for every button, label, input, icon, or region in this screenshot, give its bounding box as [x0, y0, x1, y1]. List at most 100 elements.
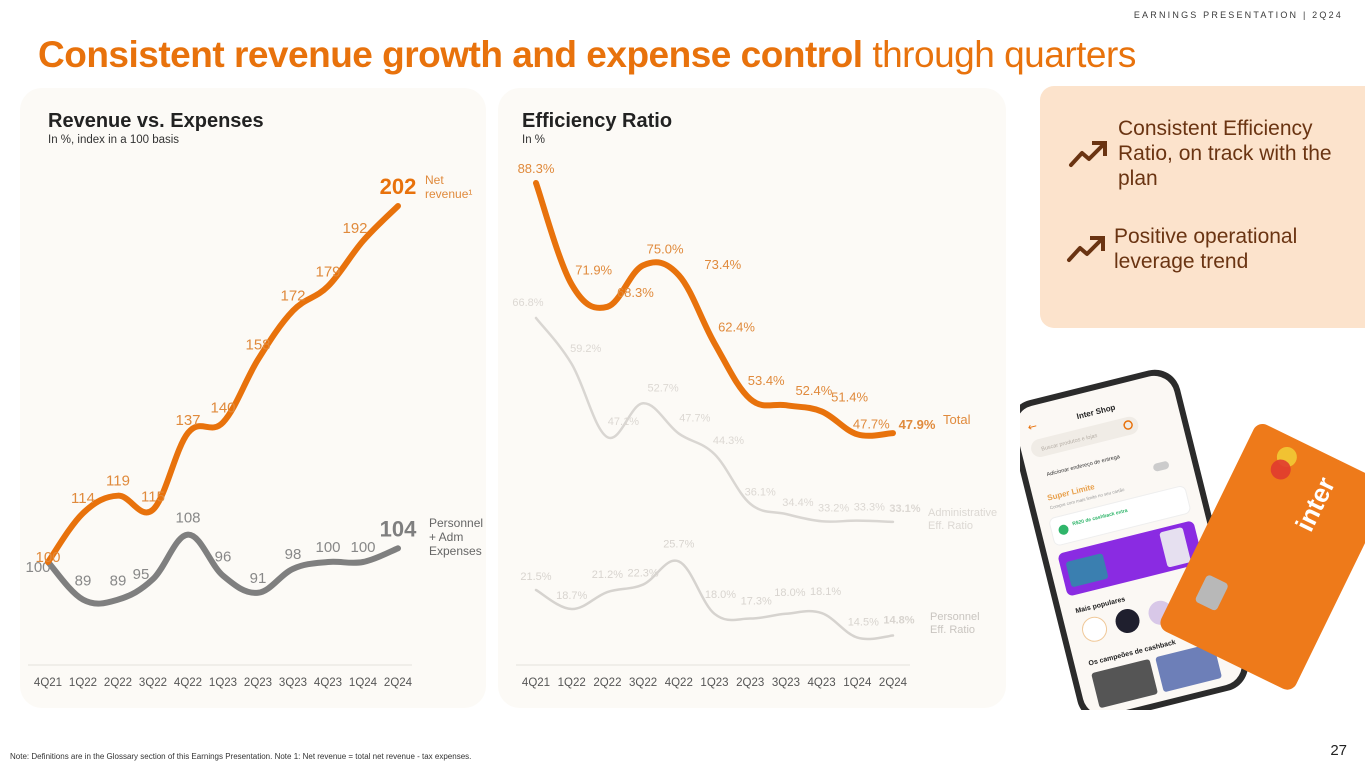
total-data-label: 88.3%: [518, 161, 555, 176]
search-icon: [1123, 420, 1133, 430]
phone-banner-product: [1159, 527, 1191, 568]
admin-line: [534, 316, 895, 524]
personnel-data-label: 22.3%: [627, 568, 658, 580]
x-tick-label: 4Q21: [34, 677, 62, 689]
personnel-data-label: 17.3%: [741, 596, 772, 608]
revenue-data-label: 179: [315, 263, 340, 280]
expense-data-label: 100: [350, 539, 375, 556]
inter-card: [1160, 423, 1365, 690]
x-tick-label: 3Q22: [139, 677, 167, 689]
revenue-line: [45, 203, 401, 565]
revenue-data-label: 100: [35, 549, 60, 566]
revenue-chart-subtitle: In %, index in a 100 basis: [48, 134, 180, 146]
phone-banner-image: [1066, 553, 1108, 587]
product-image: [1155, 643, 1222, 692]
total-data-label: 52.4%: [795, 383, 832, 398]
expense-data-label: 89: [110, 573, 127, 590]
x-tick-label: 1Q24: [843, 677, 872, 689]
x-tick-label: 1Q24: [349, 677, 378, 689]
expense-data-label: 104: [380, 516, 417, 541]
revenue-data-label: 158: [245, 337, 270, 354]
expense-data-label: 100: [25, 559, 50, 576]
highlight-line: Consistent Efficiency: [1118, 117, 1313, 140]
x-tick-label: 2Q24: [879, 677, 908, 689]
legend-total: Total: [943, 412, 971, 427]
total-data-label: 62.4%: [718, 319, 755, 334]
legend-expenses: Personnel: [429, 516, 483, 530]
x-tick-label: 3Q23: [279, 677, 307, 689]
x-tick-label: 2Q23: [244, 677, 272, 689]
x-tick-label: 4Q23: [314, 677, 342, 689]
x-tick-label: 4Q21: [522, 677, 550, 689]
highlight-line: leverage trend: [1114, 250, 1249, 273]
x-tick-label: 4Q22: [174, 677, 202, 689]
x-tick-label: 2Q23: [736, 677, 764, 689]
admin-data-label: 47.1%: [608, 416, 639, 428]
efficiency-chart-title: Efficiency Ratio: [522, 110, 673, 132]
total-line: [533, 180, 896, 439]
revenue-data-label: 137: [175, 412, 200, 429]
revenue-data-label: 119: [106, 473, 130, 490]
expense-data-label: 91: [250, 570, 267, 587]
product-image: [1091, 659, 1158, 708]
total-data-label: 71.9%: [575, 263, 612, 278]
x-tick-label: 2Q22: [104, 677, 132, 689]
title-light: through quarters: [862, 34, 1136, 75]
revenue-data-label: 114: [71, 490, 95, 507]
highlight-line: plan: [1118, 167, 1158, 190]
title-bold: Consistent revenue growth and expense co…: [38, 34, 863, 75]
revenue-data-label: 172: [280, 288, 305, 305]
x-tick-label: 1Q22: [69, 677, 97, 689]
presentation-tag: EARNINGS PRESENTATION | 2Q24: [1133, 10, 1343, 20]
total-data-label: 47.9%: [899, 417, 936, 432]
legend-expenses: Expenses: [429, 544, 482, 558]
legend-expenses: + Adm: [429, 530, 463, 544]
x-tick-label: 4Q22: [665, 677, 693, 689]
page-number: 27: [1330, 742, 1347, 759]
expense-data-label: 96: [215, 549, 232, 566]
expense-data-label: 100: [315, 539, 340, 556]
admin-data-label: 66.8%: [512, 297, 543, 309]
highlight-line: Positive operational: [1114, 225, 1298, 248]
store-icon-amazon: [1115, 609, 1140, 634]
x-tick-label: 3Q22: [629, 677, 657, 689]
x-tick-label: 1Q23: [700, 677, 728, 689]
expense-line: [45, 531, 401, 607]
personnel-data-label: 21.2%: [592, 569, 623, 581]
x-tick-label: 1Q23: [209, 677, 237, 689]
legend-admin: Eff. Ratio: [928, 520, 973, 532]
admin-data-label: 47.7%: [679, 413, 710, 425]
personnel-data-label: 18.7%: [556, 590, 587, 602]
legend-personnel: Eff. Ratio: [930, 624, 975, 636]
phone-search-input: [1031, 416, 1139, 458]
highlights-box: Consistent Efficiency Ratio, on track wi…: [1040, 86, 1365, 328]
legend-admin: Administrative: [928, 507, 997, 519]
admin-data-label: 44.3%: [713, 435, 744, 447]
legend-personnel: Personnel: [930, 611, 980, 623]
highlight-text: Consistent Efficiency Ratio, on track wi…: [1118, 116, 1332, 191]
expense-data-label: 108: [175, 510, 200, 527]
x-tick-label: 2Q22: [593, 677, 621, 689]
trending-up-icon: [1069, 140, 1107, 167]
legend-net-revenue: Net: [425, 173, 444, 187]
page-title: Consistent revenue growth and expense co…: [38, 34, 1136, 76]
personnel-data-label: 18.0%: [774, 587, 805, 599]
admin-data-label: 36.1%: [745, 487, 776, 499]
personnel-data-label: 25.7%: [663, 538, 694, 550]
admin-data-label: 33.1%: [889, 503, 920, 515]
admin-data-label: 52.7%: [647, 382, 678, 394]
total-data-label: 47.7%: [853, 416, 890, 431]
x-tick-label: 1Q22: [558, 677, 586, 689]
personnel-data-label: 18.1%: [810, 586, 841, 598]
phone-cashback-card: [1049, 485, 1191, 546]
highlight-item: Consistent Efficiency Ratio, on track wi…: [1068, 116, 1332, 191]
admin-data-label: 34.4%: [782, 497, 813, 509]
phone-card-illustration: Inter Shop ← Buscar produtos e lojas Adi…: [1009, 360, 1365, 722]
x-tick-label: 4Q23: [808, 677, 836, 689]
card-chip: [1195, 575, 1228, 611]
admin-data-label: 59.2%: [570, 343, 601, 355]
total-data-label: 73.4%: [704, 257, 741, 272]
legend-net-revenue: revenue¹: [425, 187, 472, 201]
phone-illustration: Inter Shop ← Buscar produtos e lojas Adi…: [1009, 369, 1365, 722]
